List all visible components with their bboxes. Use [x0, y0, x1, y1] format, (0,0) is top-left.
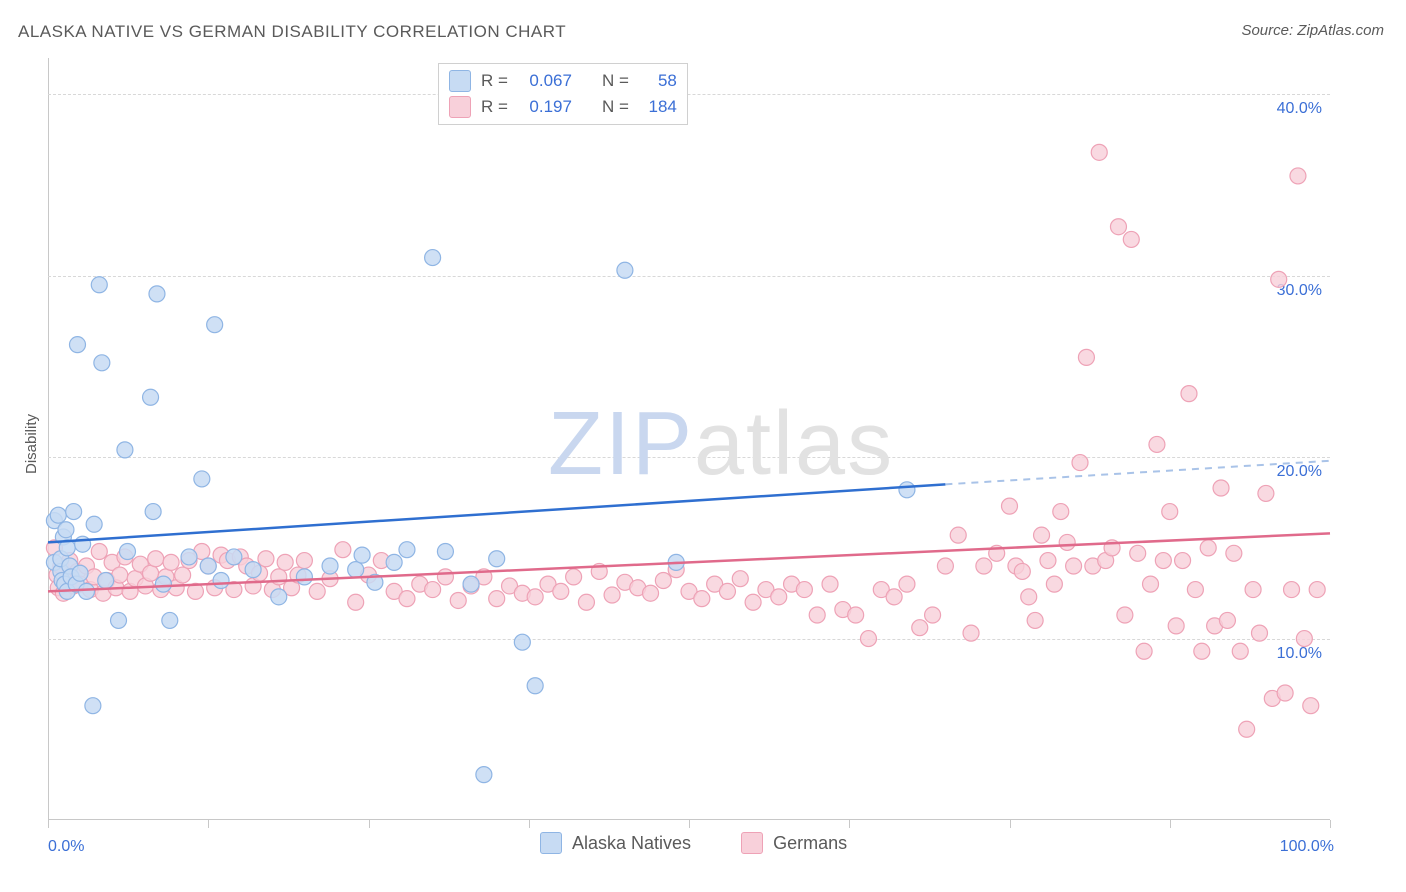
legend-row-alaska: R = 0.067 N = 58 [449, 68, 677, 94]
swatch-german [449, 96, 471, 118]
legend-n-alaska: 58 [639, 71, 677, 91]
legend-series: Alaska Natives Germans [540, 832, 847, 854]
legend-r-label: R = [481, 97, 508, 117]
legend-row-german: R = 0.197 N = 184 [449, 94, 677, 120]
swatch-german [741, 832, 763, 854]
legend-n-german: 184 [639, 97, 677, 117]
legend-r-alaska: 0.067 [518, 71, 572, 91]
legend-n-label: N = [602, 71, 629, 91]
legend-r-german: 0.197 [518, 97, 572, 117]
legend-r-label: R = [481, 71, 508, 91]
legend-label-alaska: Alaska Natives [572, 833, 691, 854]
legend-item-alaska: Alaska Natives [540, 832, 691, 854]
swatch-alaska [449, 70, 471, 92]
legend-n-label: N = [602, 97, 629, 117]
legend-correlation: R = 0.067 N = 58 R = 0.197 N = 184 [438, 63, 688, 125]
legend-label-german: Germans [773, 833, 847, 854]
swatch-alaska [540, 832, 562, 854]
legend-item-german: Germans [741, 832, 847, 854]
scatter-plot [0, 0, 1406, 892]
